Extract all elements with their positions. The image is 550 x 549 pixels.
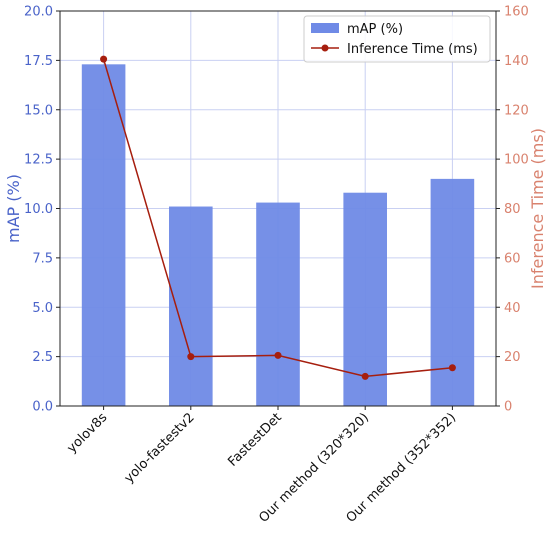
inference-time-point: [448, 364, 456, 372]
tick-label-left: 7.5: [32, 251, 53, 266]
tick-label-left: 20.0: [24, 5, 53, 20]
bar: [430, 178, 475, 406]
legend-box: [303, 15, 491, 63]
tick-label-right: 0: [504, 400, 512, 415]
legend-line-marker: [321, 44, 329, 52]
tick-label-left: 0.0: [32, 400, 53, 415]
tick-label-x: FastestDet: [225, 410, 284, 469]
tick-label-right: 60: [504, 251, 521, 266]
tick-label-right: 160: [504, 5, 529, 20]
tick-label-right: 40: [504, 301, 521, 316]
tick-label-left: 5.0: [32, 301, 53, 316]
tick-label-right: 120: [504, 103, 529, 118]
tick-label-left: 17.5: [24, 54, 53, 69]
tick-label-right: 140: [504, 54, 529, 69]
tick-label-x: yolov8s: [64, 410, 110, 456]
y-axis-label-right: Inference Time (ms): [528, 128, 547, 289]
tick-label-x: yolo-fastestv2: [122, 410, 198, 486]
bar: [256, 202, 300, 406]
tick-label-right: 80: [504, 202, 521, 217]
tick-label-left: 2.5: [32, 350, 53, 365]
line-series: [100, 55, 456, 380]
inference-time-point: [361, 372, 369, 380]
bar: [81, 64, 126, 406]
bar: [343, 192, 387, 406]
legend-label-inference-time: Inference Time (ms): [347, 42, 478, 57]
tick-label-right: 100: [504, 153, 529, 168]
legend-label-map: mAP (%): [347, 22, 403, 37]
tick-label-left: 15.0: [24, 103, 53, 118]
legend-bar-swatch: [311, 23, 339, 33]
tick-label-left: 12.5: [24, 153, 53, 168]
inference-time-point: [274, 351, 282, 359]
tick-label-right: 20: [504, 350, 521, 365]
legend: mAP (%) Inference Time (ms): [303, 15, 491, 63]
tick-label-left: 10.0: [24, 202, 53, 217]
inference-time-point: [187, 353, 195, 361]
inference-time-point: [100, 55, 108, 63]
y-axis-label-left: mAP (%): [4, 174, 23, 243]
